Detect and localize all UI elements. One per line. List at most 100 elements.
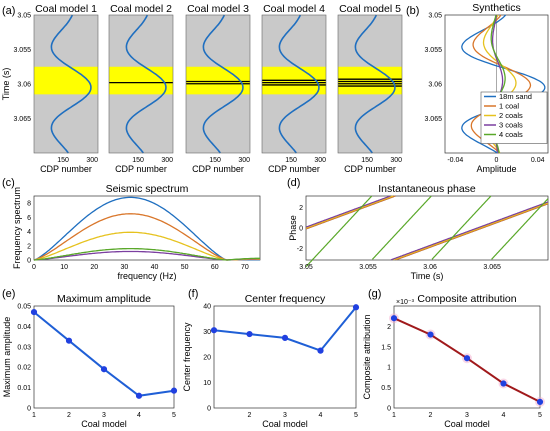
g-ytick-label: 0 <box>387 406 391 413</box>
a-subplot-title: Coal model 4 <box>263 3 325 15</box>
c-xtick-label: 10 <box>60 264 68 271</box>
a-xtick-label: 150 <box>57 157 69 164</box>
panel-b: Synthetics 3.05 3.055 3.06 3.065 -0.04 0 0.04 Am… <box>424 2 549 174</box>
b-legend-label: 2 coals <box>499 111 523 120</box>
g-ytick-label: 2 <box>387 324 391 331</box>
g-title: Composite attribution <box>417 293 516 305</box>
g-data-point <box>463 355 471 362</box>
b-ytick-label: 3.065 <box>424 116 442 123</box>
e-data-point <box>30 309 38 316</box>
f-title: Center frequency <box>245 293 326 305</box>
f-ylabel: Center frequency <box>182 322 192 392</box>
panel-label-b: (b) <box>406 5 419 17</box>
a-xtick-label: 150 <box>361 157 373 164</box>
f-data-point <box>246 330 253 338</box>
f-xtick-label: 2 <box>248 412 252 419</box>
f-plot-area <box>213 305 357 409</box>
c-xtick-label: 40 <box>151 264 159 271</box>
a-xtick-label: 300 <box>390 157 402 164</box>
g-ylabel: Composite attribution <box>362 314 372 399</box>
panel-label-c: (c) <box>2 177 15 189</box>
e-xlabel: Coal model <box>81 419 127 429</box>
f-ytick-label: 0 <box>207 406 211 413</box>
d-phase-line <box>390 201 549 261</box>
a-xtick-label: 300 <box>238 157 250 164</box>
panel-label-g: (g) <box>368 288 381 300</box>
b-ytick-label: 3.055 <box>424 47 442 54</box>
a-xtick-label: 150 <box>209 157 221 164</box>
b-xtick-label: 0 <box>495 157 499 164</box>
f-xtick-label: 5 <box>354 412 358 419</box>
b-legend-label: 18m sand <box>499 92 532 101</box>
e-xtick-label: 2 <box>67 412 71 419</box>
panel-c: Seismic spectrum 0 2 4 6 8 0 10 20 30 40 50 60 70 freq… <box>12 183 261 281</box>
d-ytick-label: -2 <box>297 246 303 253</box>
c-plot-area <box>33 195 261 261</box>
b-ytick-label: 3.06 <box>428 82 442 89</box>
panel-label-f: (f) <box>188 288 198 300</box>
d-phase-line <box>305 195 373 268</box>
a-xlabel: CDP number <box>344 164 396 174</box>
f-data-point <box>281 334 289 341</box>
e-ytick-label: 0.03 <box>17 344 31 351</box>
a-xlabel: CDP number <box>192 164 244 174</box>
a-panel-frame <box>33 14 99 154</box>
a-ytick-label: 3.055 <box>13 47 31 54</box>
a-subplot-title: Coal model 5 <box>339 3 401 15</box>
a-panel-frame <box>337 14 403 154</box>
e-ytick-label: 0.01 <box>17 385 31 392</box>
a-xtick-label: 300 <box>314 157 326 164</box>
d-xlabel: Time (s) <box>411 271 444 281</box>
b-synthetic-trace <box>470 14 532 154</box>
panel-d: Instantaneous phase -2 0 2 3.05 3.055 3.06 3.06… <box>288 183 549 281</box>
c-xtick-label: 50 <box>181 264 189 271</box>
c-spectrum-line <box>33 247 260 261</box>
c-title: Seismic spectrum <box>106 183 189 195</box>
d-phase-line <box>371 195 432 260</box>
f-data-point <box>352 304 360 311</box>
g-ytick-label: 1 <box>387 365 391 372</box>
e-xtick-label: 3 <box>102 412 106 419</box>
e-data-point <box>170 387 178 394</box>
e-ytick-label: 0.02 <box>17 365 31 372</box>
e-xtick-label: 4 <box>137 412 141 419</box>
c-ytick-label: 8 <box>27 201 31 208</box>
g-ytick-label: 0.5 <box>381 385 391 392</box>
g-data-point <box>536 398 544 405</box>
d-phase-line <box>305 195 394 229</box>
a-ylabel: Time (s) <box>1 68 11 101</box>
a-panel-frame <box>261 14 327 154</box>
b-title: Synthetics <box>472 2 520 14</box>
g-ytick-label: 1.5 <box>381 344 391 351</box>
a-xtick-label: 300 <box>86 157 98 164</box>
f-ytick-label: 30 <box>203 329 211 336</box>
a-panel-frame <box>185 14 251 154</box>
a-ytick-label: 3.06 <box>17 82 31 89</box>
b-xtick-label: -0.04 <box>447 157 463 164</box>
f-ytick-label: 10 <box>203 380 211 387</box>
d-xtick-label: 3.05 <box>299 264 313 271</box>
panel-a: Time (s) 3.05 3.055 3.06 3.065 Coal model 1 15… <box>1 3 403 174</box>
c-xtick-label: 30 <box>121 264 129 271</box>
e-ytick-label: 0.04 <box>17 324 31 331</box>
panel-f: Center frequency 0 10 20 30 40 2 3 4 5 Coal model C… <box>182 293 360 429</box>
a-panel-frame <box>108 14 174 154</box>
b-legend-label: 3 coals <box>499 121 523 130</box>
a-subplot-title: Coal model 3 <box>187 3 249 15</box>
e-data-point <box>100 366 108 373</box>
d-ytick-label: 0 <box>299 226 303 233</box>
e-ytick-label: 0.05 <box>17 304 31 311</box>
g-data-point <box>500 380 507 387</box>
d-xtick-label: 3.065 <box>483 264 501 271</box>
g-xlabel: Coal model <box>444 419 490 429</box>
b-xtick-label: 0.04 <box>531 157 545 164</box>
d-phase-line <box>491 198 549 260</box>
d-xtick-label: 3.06 <box>423 264 437 271</box>
d-phase-line <box>305 195 391 228</box>
d-phase-line <box>395 203 549 261</box>
a-xtick-label: 150 <box>285 157 297 164</box>
d-ytick-label: 2 <box>299 205 303 212</box>
e-data-point <box>65 337 73 344</box>
panel-label-d: (d) <box>287 177 300 189</box>
